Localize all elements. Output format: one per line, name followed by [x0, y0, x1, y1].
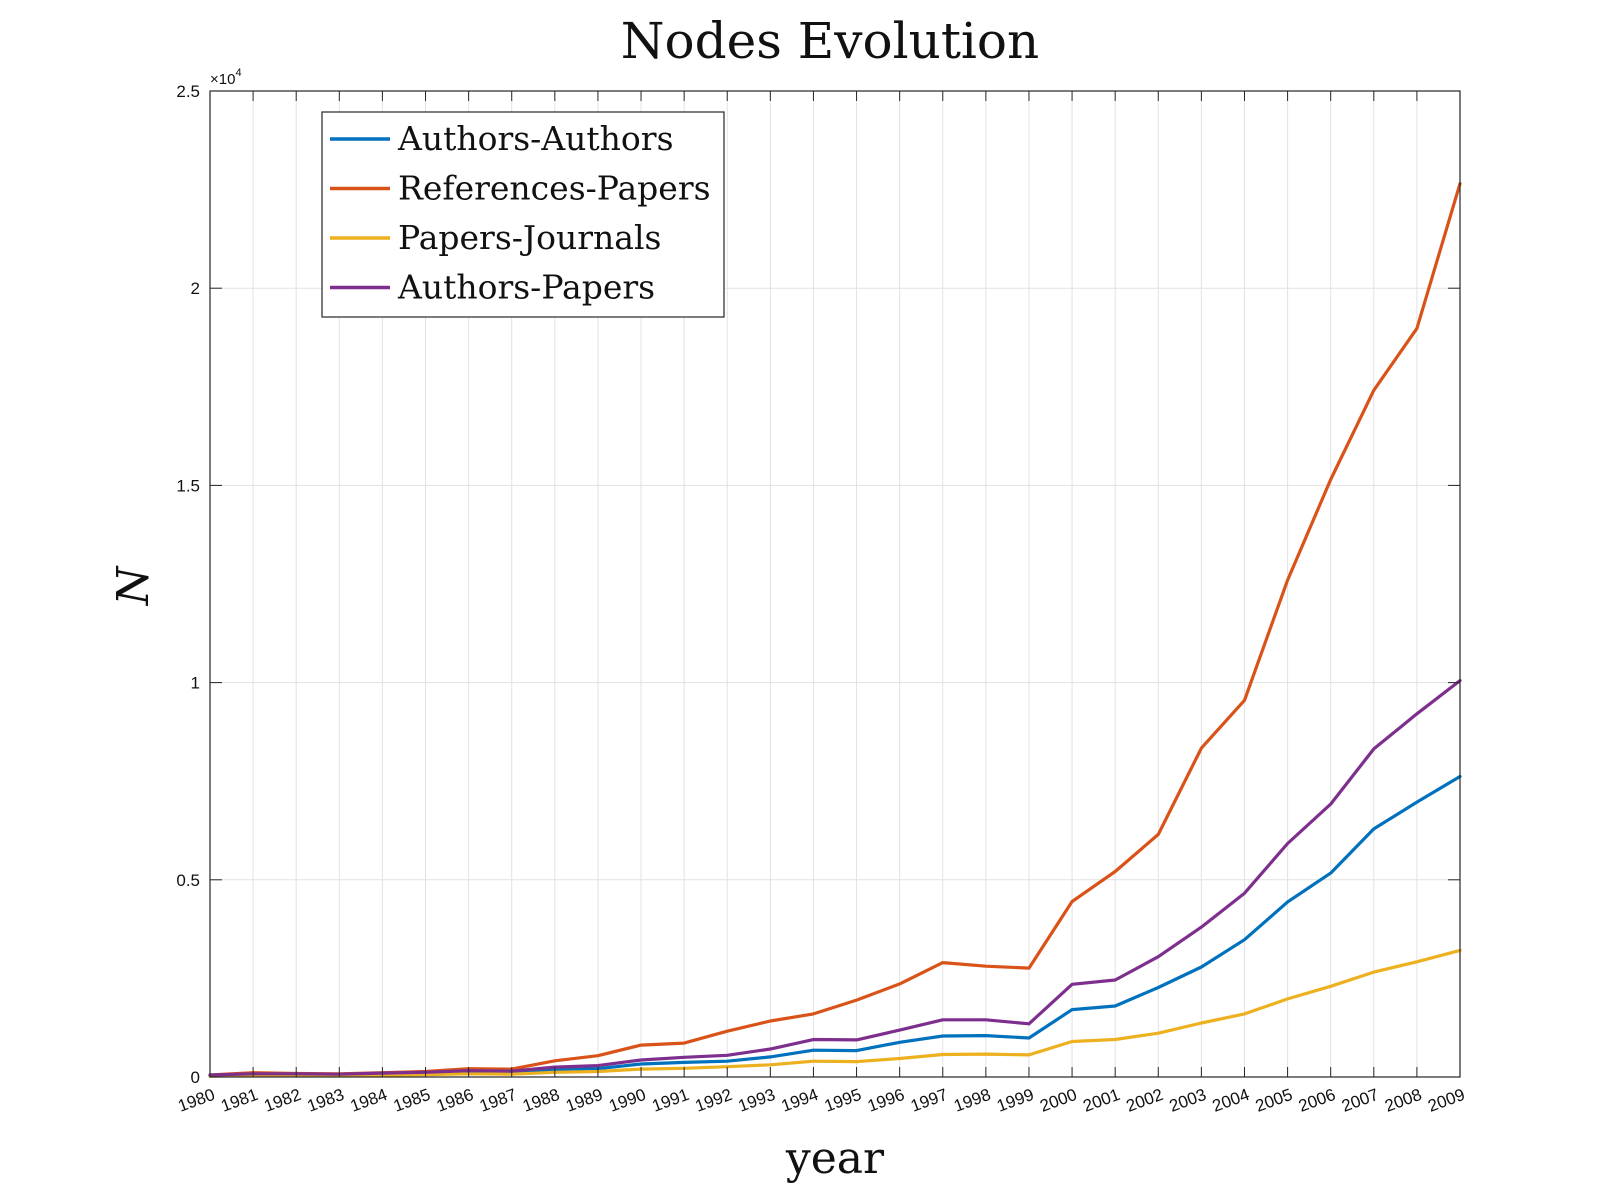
- legend-label-references-papers: References-Papers: [398, 169, 711, 208]
- series-line-papers-journals: [208, 948, 1462, 1078]
- axis-ticks: [209, 90, 1461, 1078]
- y-tick-label: 0.5: [176, 871, 200, 890]
- legend: Authors-Authors References-Papers Papers-J…: [321, 111, 725, 318]
- y-tick-label: 1: [191, 674, 200, 693]
- y-tick-label: 2.5: [176, 82, 200, 101]
- chart-title: Nodes Evolution: [621, 12, 1039, 70]
- y-axis-label: N: [108, 565, 159, 606]
- y-axis-multiplier: ×104: [210, 67, 242, 88]
- y-tick-label: 1.5: [176, 476, 200, 495]
- x-axis-label: year: [785, 1133, 885, 1184]
- legend-label-authors-authors: Authors-Authors: [397, 119, 674, 158]
- plot-frame: [209, 90, 1461, 1078]
- y-tick-label: 0: [191, 1068, 200, 1087]
- y-axis-tick-labels: 0 0.5 1 1.5 2 2.5: [176, 82, 200, 1087]
- legend-label-authors-papers: Authors-Papers: [397, 268, 655, 307]
- series-lines: [208, 182, 1462, 1078]
- legend-label-papers-journals: Papers-Journals: [398, 218, 661, 257]
- series-line-authors-papers: [208, 678, 1462, 1077]
- legend-items: Authors-Authors References-Papers Papers-J…: [330, 119, 711, 307]
- y-tick-label: 2: [191, 279, 200, 298]
- legend-box: [321, 111, 725, 318]
